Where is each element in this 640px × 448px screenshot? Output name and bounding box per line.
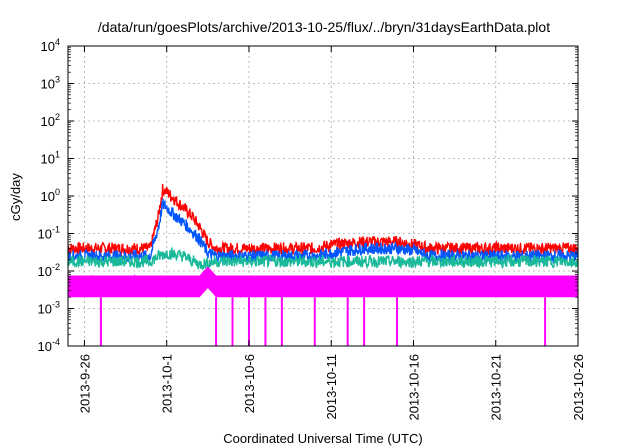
x-tick-label: 2013-10-21 xyxy=(489,354,504,421)
x-tick-label: 2013-10-16 xyxy=(406,354,421,421)
x-tick-label: 2013-10-11 xyxy=(324,354,339,420)
x-tick-label: 2013-10-26 xyxy=(571,354,586,421)
y-tick-label: 10-4 xyxy=(38,337,60,354)
series-green-trace xyxy=(67,246,579,272)
series-blue-trace xyxy=(67,198,579,265)
y-axis-ticks: 10-4 10-3 10-2 10-1 100 101 102 103 104 xyxy=(38,37,578,354)
series-magenta-band xyxy=(68,266,578,298)
x-axis-label: Coordinated Universal Time (UTC) xyxy=(223,431,422,446)
y-tick-label: 10-2 xyxy=(38,262,60,279)
y-tick-label: 10-1 xyxy=(38,225,60,242)
x-tick-label: 2013-10-1 xyxy=(160,354,175,413)
y-tick-label: 104 xyxy=(41,37,60,54)
y-tick-label: 102 xyxy=(41,112,60,129)
series-red-trace xyxy=(67,183,579,257)
x-tick-label: 2013-10-6 xyxy=(242,354,257,413)
y-tick-label: 100 xyxy=(41,187,60,204)
x-tick-label: 2013-9-26 xyxy=(77,354,92,413)
y-tick-label: 101 xyxy=(41,150,60,167)
y-axis-label: cGy/day xyxy=(8,173,23,221)
series-layer xyxy=(67,183,579,346)
grid xyxy=(68,46,578,346)
x-axis-ticks: 2013-9-26 2013-10-1 2013-10-6 2013-10-11 201… xyxy=(77,46,586,421)
y-tick-label: 103 xyxy=(41,75,60,92)
y-tick-label: 10-3 xyxy=(38,300,60,317)
chart-title: /data/run/goesPlots/archive/2013-10-25/f… xyxy=(98,19,550,35)
